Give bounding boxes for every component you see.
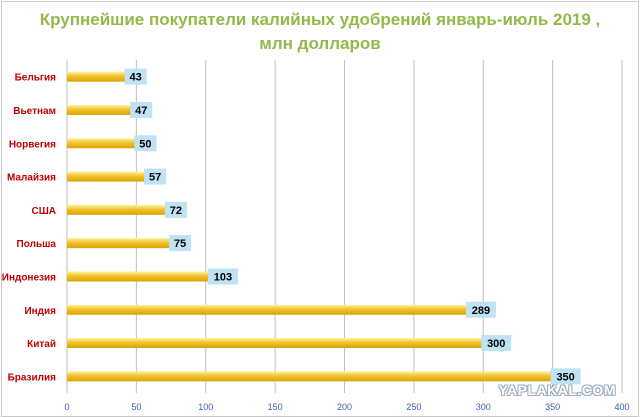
grid-lines: [66, 60, 623, 393]
value-label: 47: [135, 105, 147, 117]
category-label: Китай: [27, 339, 56, 350]
value-label-bg: [124, 68, 147, 85]
bar: [67, 271, 210, 282]
chart-title-line2: млн долларов: [259, 34, 381, 53]
x-tick-label: 200: [337, 402, 352, 412]
value-label-bg: [550, 368, 581, 385]
bar: [67, 104, 133, 115]
category-labels: Бельгия Вьетнам Норвегия Малайзия США Польша И…: [2, 73, 57, 384]
x-axis-ticks: 0 50 100 150 200 250 300 350 400: [64, 402, 629, 412]
value-label: 75: [174, 238, 186, 250]
value-label-bg: [134, 135, 157, 152]
bar: [67, 338, 484, 349]
bar: [67, 238, 172, 249]
chart-title: Крупнейшие покупатели калийных удобрений…: [0, 8, 640, 56]
category-label: Малайзия: [7, 173, 56, 184]
value-label: 43: [130, 72, 142, 84]
value-label-bg: [207, 268, 238, 285]
value-label: 57: [149, 172, 161, 184]
category-label: Индия: [24, 306, 56, 317]
value-label: 350: [556, 371, 574, 383]
bar: [67, 171, 147, 182]
x-tick-label: 250: [406, 402, 421, 412]
value-label: 103: [214, 271, 232, 283]
category-label: Бельгия: [15, 73, 57, 84]
value-label: 72: [170, 205, 182, 217]
value-label-bg: [130, 101, 153, 118]
watermark: YAPLAKAL.COM: [498, 382, 616, 398]
value-label: 289: [472, 305, 490, 317]
bar: [67, 304, 468, 315]
category-label: США: [32, 206, 57, 217]
x-tick-label: 300: [476, 402, 491, 412]
bar: [67, 371, 553, 382]
value-label-bg: [481, 335, 512, 352]
value-label: 300: [487, 338, 505, 350]
bar: [67, 138, 137, 149]
value-labels: 43 47 50 57 72 75 103 289 300 350: [124, 68, 581, 385]
x-tick-label: 400: [614, 402, 629, 412]
category-label: Вьетнам: [13, 106, 56, 117]
value-label-bg: [144, 168, 167, 185]
value-label-bg: [169, 235, 192, 252]
chart-title-line1: Крупнейшие покупатели калийных удобрений…: [39, 10, 601, 29]
category-label: Польша: [17, 239, 57, 250]
x-tick-label: 100: [198, 402, 213, 412]
x-tick-label: 150: [268, 402, 283, 412]
category-label: Бразилия: [8, 372, 57, 383]
x-tick-label: 0: [64, 402, 69, 412]
x-tick-label: 350: [545, 402, 560, 412]
category-label: Индонезия: [2, 272, 56, 283]
bar: [67, 71, 127, 82]
value-label-bg: [164, 201, 187, 218]
x-tick-label: 50: [131, 402, 141, 412]
bar: [67, 204, 167, 215]
value-label: 50: [139, 138, 151, 150]
bars: [67, 71, 553, 382]
category-label: Норвегия: [9, 139, 56, 150]
value-label-bg: [465, 301, 496, 318]
